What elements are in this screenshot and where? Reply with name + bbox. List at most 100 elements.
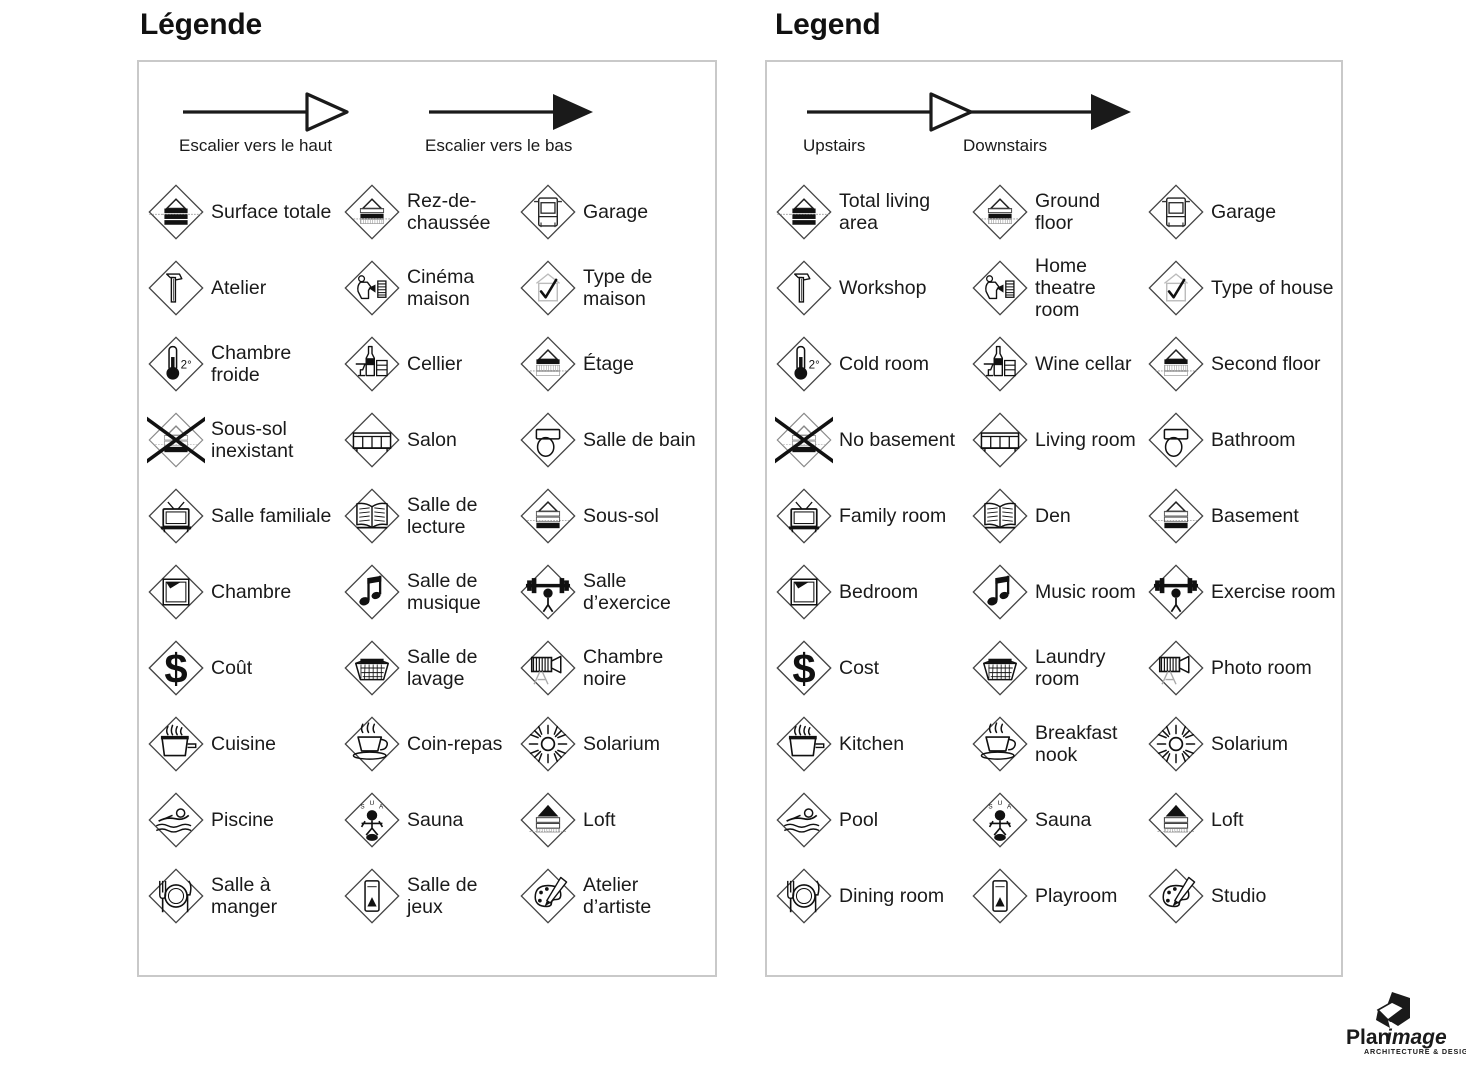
legend-item: Den <box>963 478 1139 554</box>
legend-item-label: Breakfast nook <box>1035 722 1118 766</box>
legend-item: Workshop <box>767 250 963 326</box>
total-living-area-icon <box>775 183 833 241</box>
legend-item-label: Coin-repas <box>407 733 503 755</box>
second-floor-icon <box>519 335 577 393</box>
legend-item: Chambre <box>139 554 335 630</box>
den-book-icon <box>971 487 1029 545</box>
garage-icon <box>519 183 577 241</box>
legend-item: Type de maison <box>511 250 711 326</box>
bedroom-icon <box>147 563 205 621</box>
legend-item-label: Salle de musique <box>407 570 481 614</box>
legend-item-label: Atelier <box>211 277 267 299</box>
solarium-sun-icon <box>1147 715 1205 773</box>
legend-item-label: Music room <box>1035 581 1136 603</box>
workshop-hammer-icon <box>147 259 205 317</box>
studio-palette-icon <box>519 867 577 925</box>
legend-item-label: Home theatre room <box>1035 255 1096 321</box>
basement-icon <box>519 487 577 545</box>
legend-item: Laundry room <box>963 630 1139 706</box>
wine-cellar-icon <box>343 335 401 393</box>
legend-item: Dining room <box>767 858 963 934</box>
legend-item: Living room <box>963 402 1139 478</box>
legend-item-label: Piscine <box>211 809 274 831</box>
exercise-room-weights-icon <box>519 563 577 621</box>
legend-item-label: Den <box>1035 505 1071 527</box>
svg-text:$: $ <box>164 645 187 692</box>
living-room-sofa-icon <box>343 411 401 469</box>
solarium-sun-icon <box>519 715 577 773</box>
legend-item-label: Cost <box>839 657 880 679</box>
breakfast-nook-cup-icon <box>971 715 1029 773</box>
stair-indicator-upstairs: Escalier vers le haut <box>179 90 351 156</box>
legend-item-label: Cuisine <box>211 733 277 755</box>
type-of-house-icon <box>519 259 577 317</box>
arrow-solid-right-icon <box>425 90 597 134</box>
dining-room-plate-icon <box>775 867 833 925</box>
svg-text:2°: 2° <box>181 359 192 372</box>
legend-item-label: Étage <box>583 353 634 375</box>
home-theatre-icon <box>971 259 1029 317</box>
legend-item: S U A Sauna <box>963 782 1139 858</box>
playroom-icon <box>971 867 1029 925</box>
legend-item-label: Exercise room <box>1211 581 1336 603</box>
legend-item-label: Basement <box>1211 505 1299 527</box>
legend-item-label: Pool <box>839 809 879 831</box>
legend-item-label: Wine cellar <box>1035 353 1132 375</box>
legend-item-label: Garage <box>1211 201 1277 223</box>
legend-item-label: Sauna <box>1035 809 1092 831</box>
type-of-house-icon <box>1147 259 1205 317</box>
legend-item-label: Bathroom <box>1211 429 1296 451</box>
laundry-room-basket-icon <box>343 639 401 697</box>
legend-item: Sous-sol inexistant <box>139 402 335 478</box>
legend-item: Total living area <box>767 174 963 250</box>
stairs-row-english: Upstairs Downstairs <box>767 90 1341 156</box>
legend-item-label: Coût <box>211 657 253 679</box>
sauna-icon: S U A <box>971 791 1029 849</box>
legend-item-label: Type de maison <box>583 266 653 310</box>
legend-item: Sous-sol <box>511 478 711 554</box>
legend-item-label: Type of house <box>1211 277 1334 299</box>
svg-text:$: $ <box>792 645 815 692</box>
ground-floor-icon <box>343 183 401 241</box>
svg-text:A: A <box>379 803 384 810</box>
stair-label: Upstairs <box>803 136 866 155</box>
stair-label: Escalier vers le haut <box>179 136 333 155</box>
legend-item: Garage <box>511 174 711 250</box>
kitchen-pot-icon <box>775 715 833 773</box>
dining-room-plate-icon <box>147 867 205 925</box>
loft-icon <box>519 791 577 849</box>
legend-item-label: Salle à manger <box>211 874 278 918</box>
legend-panel-english: Upstairs Downstairs Total living area Gro… <box>765 60 1343 977</box>
legend-item: Garage <box>1139 174 1339 250</box>
svg-text:U: U <box>370 800 375 807</box>
legend-item: Salle familiale <box>139 478 335 554</box>
legend-item: Salle de lavage <box>335 630 511 706</box>
stair-indicator-downstairs: Downstairs <box>963 90 1135 156</box>
arrow-solid-right-icon <box>963 90 1135 134</box>
legend-item-label: Salon <box>407 429 457 451</box>
legend-item-label: Family room <box>839 505 947 527</box>
den-book-icon <box>343 487 401 545</box>
stair-label: Escalier vers le bas <box>425 136 573 155</box>
exercise-room-weights-icon <box>1147 563 1205 621</box>
photo-room-camera-icon <box>519 639 577 697</box>
legend-item-label: Bedroom <box>839 581 919 603</box>
legend-item: Solarium <box>511 706 711 782</box>
legend-item: Salle de jeux <box>335 858 511 934</box>
legend-item: Surface totale <box>139 174 335 250</box>
total-living-area-icon <box>147 183 205 241</box>
legend-item-label: Sous-sol <box>583 505 659 527</box>
bathroom-toilet-icon <box>519 411 577 469</box>
legend-item: Étage <box>511 326 711 402</box>
home-theatre-icon <box>343 259 401 317</box>
no-basement-icon <box>147 411 205 469</box>
second-floor-icon <box>1147 335 1205 393</box>
legend-item: Cellier <box>335 326 511 402</box>
legend-item: Bathroom <box>1139 402 1339 478</box>
arrow-hollow-right-icon <box>803 90 975 134</box>
legend-item-label: Photo room <box>1211 657 1312 679</box>
family-room-tv-icon <box>147 487 205 545</box>
cost-dollar-icon: $ <box>775 639 833 697</box>
legend-item-label: Sous-sol inexistant <box>211 418 294 462</box>
legend-item: No basement <box>767 402 963 478</box>
